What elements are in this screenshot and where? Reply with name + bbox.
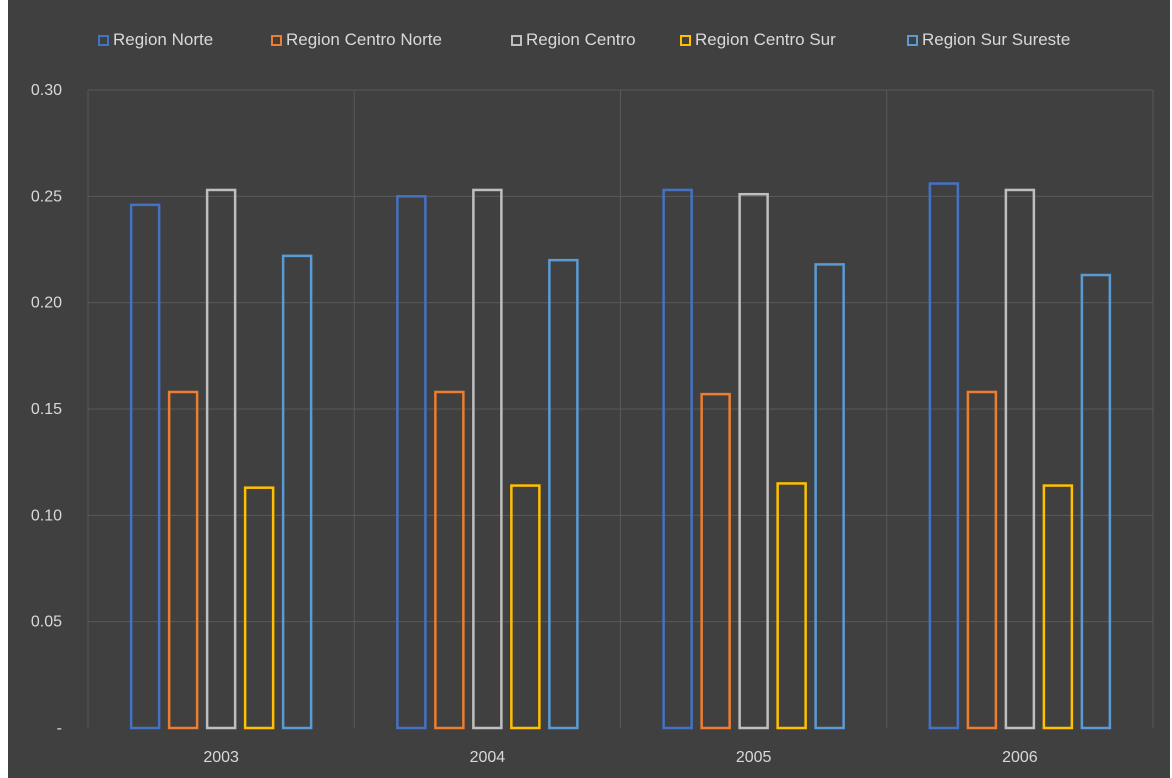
legend-swatch-region-norte — [98, 34, 109, 46]
bar-region-norte-2003 — [129, 203, 161, 730]
bar-region-centro-2005 — [738, 192, 769, 730]
y-tick-label: 0.25 — [31, 188, 62, 205]
y-tick-label: 0.10 — [31, 507, 62, 524]
bar-region-centro-2006 — [1004, 188, 1036, 730]
bar-region-centro-norte-2006 — [966, 390, 998, 730]
chart-legend: Region Norte Region Centro Norte Region … — [0, 30, 1172, 54]
legend-label-region-centro-norte: Region Centro Norte — [286, 30, 442, 49]
legend-swatch-region-centro-norte — [271, 34, 282, 46]
legend-label-region-sur-sureste: Region Sur Sureste — [922, 30, 1071, 49]
bar-region-norte-2005 — [662, 188, 693, 730]
legend-swatch-region-centro-sur — [680, 34, 691, 46]
bar-region-sur-sureste-2005 — [814, 263, 845, 730]
bar-region-centro-2004 — [472, 188, 503, 730]
x-tick-label: 2005 — [736, 749, 772, 766]
legend-item-region-centro-norte: Region Centro Norte — [271, 30, 442, 50]
chart-area — [8, 0, 1170, 778]
bar-region-centro-norte-2004 — [434, 390, 465, 730]
bar-region-centro-norte-2003 — [167, 390, 199, 730]
bar-region-norte-2006 — [928, 182, 960, 730]
bar-region-sur-sureste-2004 — [548, 258, 579, 730]
y-tick-label: - — [57, 720, 62, 737]
bar-region-sur-sureste-2003 — [281, 254, 313, 730]
bar-region-centro-sur-2004 — [510, 484, 541, 730]
y-tick-label: 0.20 — [31, 295, 62, 312]
legend-label-region-centro-sur: Region Centro Sur — [695, 30, 836, 49]
y-tick-label: 0.30 — [31, 82, 62, 99]
x-tick-label: 2006 — [1002, 749, 1038, 766]
bar-region-centro-norte-2005 — [700, 392, 731, 730]
legend-item-region-centro-sur: Region Centro Sur — [680, 30, 836, 50]
legend-item-region-sur-sureste: Region Sur Sureste — [907, 30, 1070, 50]
bar-region-centro-sur-2006 — [1042, 484, 1074, 730]
legend-swatch-region-centro — [511, 34, 522, 46]
bar-region-centro-sur-2003 — [243, 486, 275, 730]
legend-label-region-norte: Region Norte — [113, 30, 214, 49]
bar-region-sur-sureste-2006 — [1080, 273, 1112, 730]
bar-region-centro-sur-2005 — [776, 482, 807, 730]
bar-region-norte-2004 — [396, 195, 427, 730]
x-tick-label: 2004 — [470, 749, 506, 766]
legend-swatch-region-sur-sureste — [907, 34, 918, 46]
bar-region-centro-2003 — [205, 188, 237, 730]
x-tick-label: 2003 — [203, 749, 239, 766]
y-tick-label: 0.15 — [31, 401, 62, 418]
legend-item-region-centro: Region Centro — [511, 30, 636, 50]
legend-item-region-norte: Region Norte — [98, 30, 213, 50]
legend-label-region-centro: Region Centro — [526, 30, 636, 49]
y-tick-label: 0.05 — [31, 614, 62, 631]
